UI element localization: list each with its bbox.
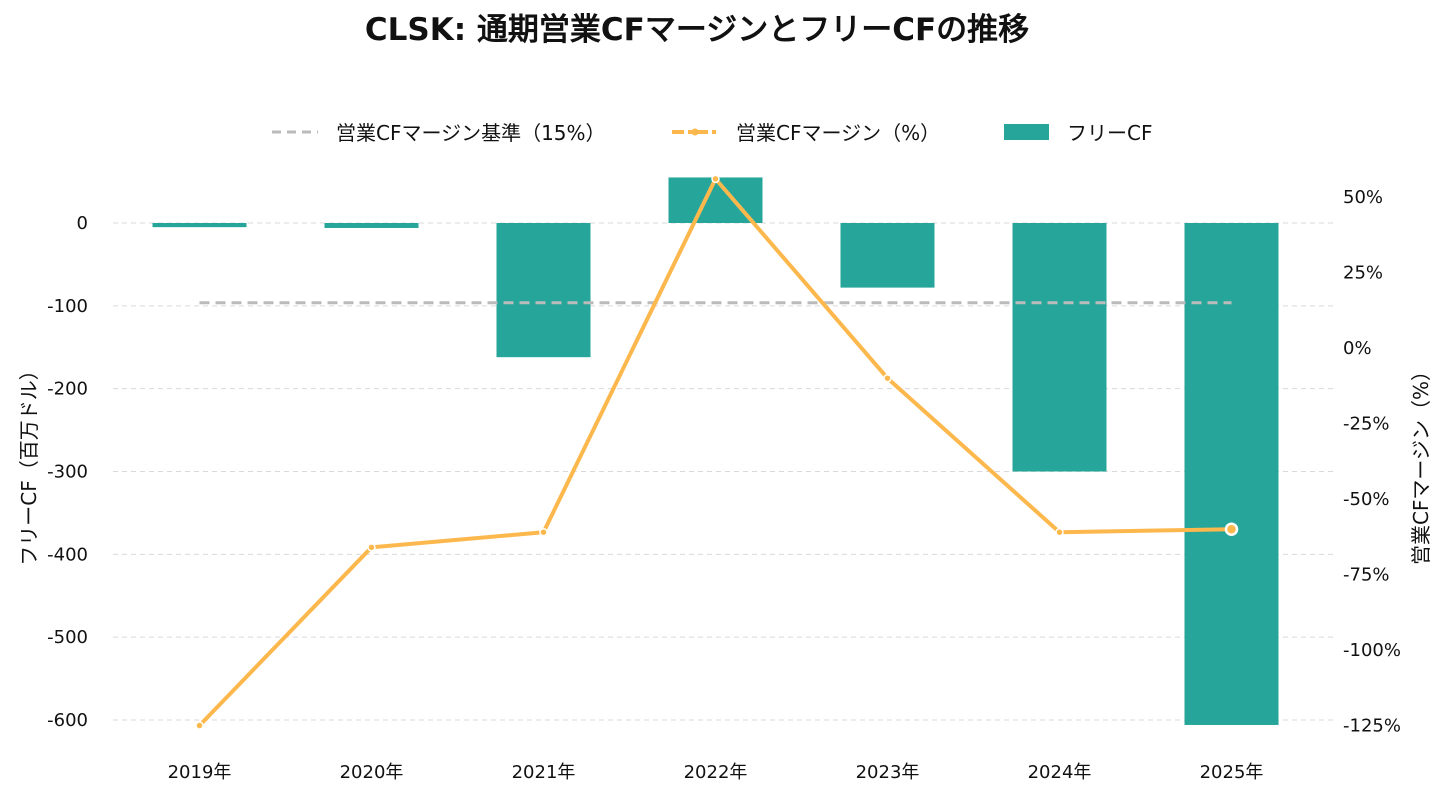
- margin-point: [1055, 527, 1064, 537]
- x-tick-label: 2023年: [856, 762, 920, 783]
- left-tick-label: -500: [47, 627, 88, 648]
- gridlines: [113, 222, 1335, 721]
- margin-point: [539, 527, 548, 537]
- right-axis-label: 営業CFマージン（%）: [1409, 361, 1433, 565]
- legend-freecf-swatch: [1004, 124, 1049, 140]
- x-tick-label: 2020年: [340, 762, 404, 783]
- margin-markers: [195, 174, 1239, 730]
- left-tick-label: -200: [47, 379, 88, 400]
- freecf-bar: [324, 223, 419, 228]
- x-tick-label: 2025年: [1200, 762, 1264, 783]
- right-tick-label: -125%: [1343, 716, 1401, 737]
- margin-point: [883, 373, 892, 383]
- legend-reference-label: 営業CFマージン基準（15%）: [336, 121, 606, 145]
- freecf-bar: [1184, 223, 1279, 725]
- x-tick-label: 2022年: [684, 762, 748, 783]
- left-tick-label: -100: [47, 296, 88, 317]
- legend-freecf-label: フリーCF: [1067, 121, 1152, 145]
- left-tick-label: -600: [47, 710, 88, 731]
- legend-margin-marker: [691, 128, 699, 136]
- right-tick-label: -25%: [1343, 414, 1390, 435]
- x-tick-label: 2024年: [1028, 762, 1092, 783]
- left-tick-label: -400: [47, 544, 88, 565]
- x-tick-label: 2019年: [168, 762, 232, 783]
- margin-point: [711, 174, 720, 184]
- freecf-bar: [152, 223, 247, 228]
- x-axis-ticks: 2019年 2020年 2021年 2022年 2023年 2024年 2025年: [168, 762, 1264, 783]
- legend-margin-label: 営業CFマージン（%）: [736, 121, 940, 145]
- freecf-bar: [496, 223, 591, 358]
- right-tick-label: 50%: [1343, 187, 1383, 208]
- right-axis-ticks: 50% 25% 0% -25% -50% -75% -100% -125%: [1343, 187, 1401, 737]
- left-axis-ticks: 0 -100 -200 -300 -400 -500 -600: [47, 213, 88, 731]
- freecf-bar: [1012, 223, 1107, 472]
- margin-point: [1224, 522, 1239, 536]
- right-tick-label: 0%: [1343, 338, 1372, 359]
- chart-title: CLSK: 通期営業CFマージンとフリーCFの推移: [365, 12, 1029, 48]
- freecf-bars: [152, 177, 1279, 725]
- freecf-bar: [840, 223, 935, 288]
- right-tick-label: 25%: [1343, 263, 1383, 284]
- right-tick-label: -50%: [1343, 489, 1390, 510]
- margin-point: [195, 721, 204, 730]
- left-tick-label: -300: [47, 462, 88, 483]
- left-tick-label: 0: [77, 213, 88, 234]
- x-tick-label: 2021年: [512, 762, 576, 783]
- right-tick-label: -100%: [1343, 640, 1401, 661]
- left-axis-label: フリーCF（百万ドル）: [17, 360, 41, 565]
- margin-point: [367, 543, 376, 552]
- legend: 営業CFマージン基準（15%） 営業CFマージン（%） フリーCF: [272, 121, 1152, 145]
- right-tick-label: -75%: [1343, 565, 1390, 586]
